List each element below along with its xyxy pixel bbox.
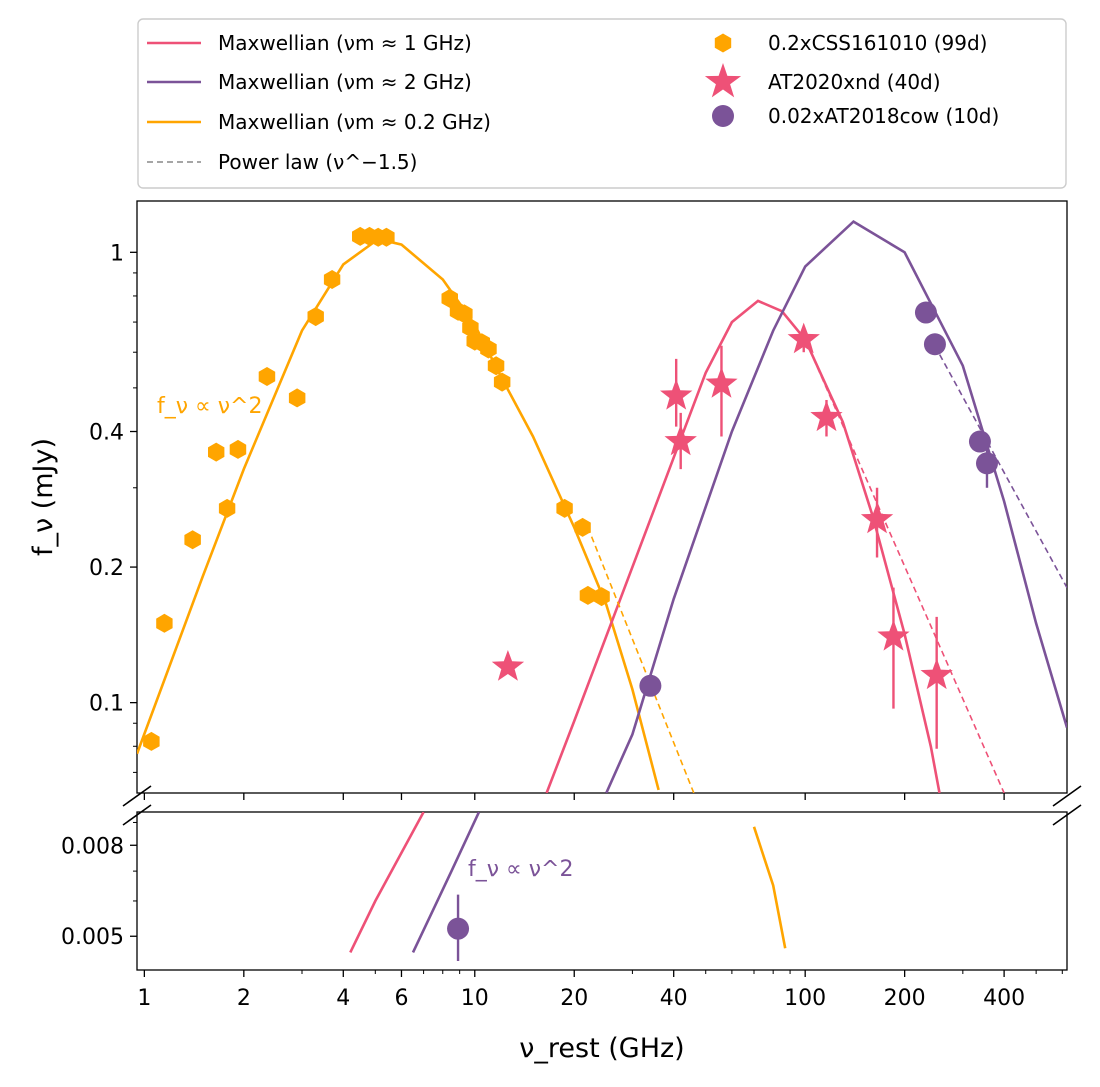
at2018cow-point	[639, 674, 662, 697]
legend-label: Maxwellian (νm ≈ 0.2 GHz)	[218, 110, 491, 134]
css161010-point	[441, 288, 458, 308]
maxwellian-curve-lower	[411, 812, 481, 953]
legend-label: 0.02xAT2018cow (10d)	[768, 104, 999, 128]
upper-x-ticks	[143, 793, 1005, 800]
css161010-point	[556, 498, 573, 518]
x-tick-label: 4	[336, 986, 350, 1011]
y-axis-label: f_ν (mJy)	[28, 438, 59, 556]
at2020xnd-point	[877, 619, 910, 651]
lower-y-axis: 0.005 0.008	[61, 821, 137, 950]
upper-data-points	[143, 226, 998, 751]
at2020xnd-point	[660, 378, 693, 410]
css161010-point	[480, 339, 497, 359]
annotation-nu2-purple: f_ν ∝ ν^2	[468, 857, 573, 882]
legend-label: Maxwellian (νm ≈ 1 GHz)	[218, 31, 472, 55]
lower-panel: 0.005 0.008 1 2 4 6 10 20 40 100 200 400 f_ν ∝ ν^2	[61, 811, 1068, 1011]
lower-plot-frame	[136, 811, 1068, 971]
x-tick-label: 40	[660, 986, 688, 1011]
x-tick-label: 400	[983, 986, 1025, 1011]
css161010-point	[218, 498, 236, 518]
at2020xnd-point	[491, 650, 525, 681]
annotation-nu2-orange: f_ν ∝ ν^2	[157, 394, 262, 419]
at2020xnd-point	[920, 658, 953, 690]
y-tick-label: 0.1	[89, 692, 124, 717]
y-tick-label: 0.2	[89, 556, 124, 581]
at2018cow-point	[923, 333, 946, 356]
x-tick-label: 2	[237, 986, 251, 1011]
maxwellian-curve-lower	[349, 812, 425, 953]
power-law-line	[934, 345, 1067, 589]
css161010-point	[229, 439, 247, 459]
lower-data-points	[447, 894, 470, 961]
maxwellian-curve	[137, 237, 660, 791]
legend-label: Maxwellian (νm ≈ 2 GHz)	[218, 70, 472, 94]
at2020xnd-point	[787, 322, 820, 354]
upper-panel: 0.1 0.2 0.4 1 f_ν ∝ ν^2	[89, 200, 1068, 800]
at2018cow-point	[914, 301, 937, 324]
legend-label: Power law (ν^−1.5)	[218, 150, 417, 174]
legend-entry: AT2020xnd (40d)	[704, 63, 941, 98]
x-axis-label: ν_rest (GHz)	[519, 1033, 684, 1064]
axis-break-marks	[122, 785, 1082, 826]
legend-star-marker	[704, 63, 742, 98]
css161010-point	[487, 356, 505, 376]
at2020xnd-point	[705, 367, 738, 398]
at2018cow-point	[447, 917, 470, 940]
css161010-point	[307, 307, 324, 327]
upper-y-axis: 0.1 0.2 0.4 1	[89, 241, 137, 773]
y-tick-label: 0.008	[61, 834, 124, 859]
legend-entry: Maxwellian (νm ≈ 1 GHz)	[147, 31, 472, 55]
power-law-line	[587, 527, 695, 793]
y-tick-label: 0.005	[61, 925, 124, 950]
legend-entry: Maxwellian (νm ≈ 2 GHz)	[147, 70, 472, 94]
legend-entries: Maxwellian (νm ≈ 1 GHz) Maxwellian (νm ≈ …	[147, 31, 999, 174]
css161010-point	[258, 367, 276, 386]
css161010-point	[574, 517, 591, 537]
legend-entry: Maxwellian (νm ≈ 0.2 GHz)	[147, 110, 491, 134]
x-tick-label: 200	[884, 986, 926, 1011]
x-tick-label: 1	[137, 986, 151, 1011]
legend-label: AT2020xnd (40d)	[768, 70, 941, 94]
css161010-point	[323, 270, 341, 289]
css161010-point	[579, 585, 597, 605]
x-tick-label: 10	[461, 986, 489, 1011]
x-tick-label: 6	[394, 986, 408, 1011]
at2020xnd-point	[810, 400, 843, 432]
css161010-point	[143, 731, 160, 751]
maxwellian-curve	[545, 299, 941, 793]
css161010-point	[456, 304, 473, 324]
css161010-point	[493, 372, 511, 392]
at2020xnd-point	[860, 502, 894, 534]
legend-entry: Power law (ν^−1.5)	[147, 150, 417, 174]
maxwellian-curve	[605, 219, 1067, 793]
at2018cow-point	[975, 452, 998, 475]
x-tick-label: 20	[560, 986, 588, 1011]
x-tick-label: 100	[784, 986, 826, 1011]
css161010-point	[208, 442, 225, 462]
lower-model-curves	[349, 812, 787, 953]
css161010-point	[184, 530, 201, 550]
maxwellian-curve-lower	[752, 826, 787, 949]
legend-frame	[137, 18, 1067, 189]
css161010-point	[593, 587, 610, 607]
at2020xnd-point	[664, 424, 697, 456]
css161010-point	[156, 613, 173, 633]
legend-entry: 0.2xCSS161010 (99d)	[714, 31, 987, 55]
css161010-point	[378, 227, 395, 247]
legend: Maxwellian (νm ≈ 1 GHz) Maxwellian (νm ≈ …	[137, 18, 1067, 189]
upper-plot-frame	[136, 200, 1068, 794]
y-tick-label: 1	[110, 241, 124, 266]
css161010-point	[288, 388, 306, 408]
y-tick-label: 0.4	[89, 421, 124, 446]
at2018cow-point	[968, 430, 991, 453]
legend-circle-marker	[712, 105, 734, 127]
legend-label: 0.2xCSS161010 (99d)	[768, 31, 987, 55]
legend-entry: 0.02xAT2018cow (10d)	[712, 104, 999, 128]
legend-hexagon-marker	[714, 33, 732, 53]
lower-x-axis: 1 2 4 6 10 20 40 100 200 400	[137, 970, 1063, 1011]
